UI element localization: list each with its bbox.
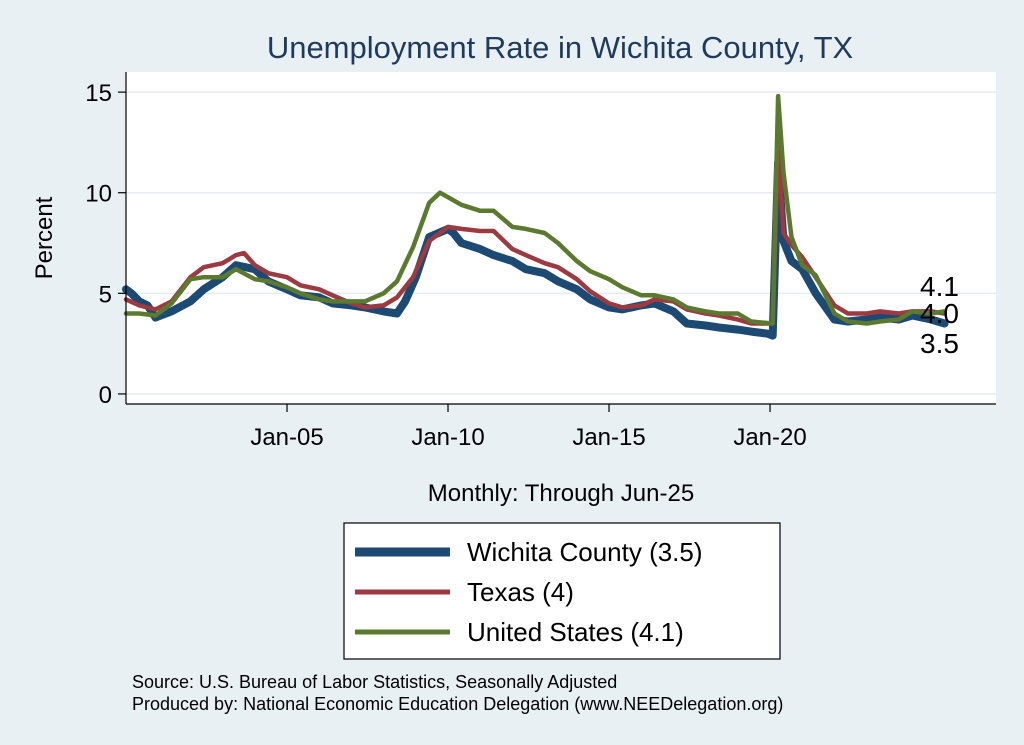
legend-label: United States (4.1) <box>467 617 684 647</box>
y-axis-title: Percent <box>31 196 58 279</box>
x-axis-title: Monthly: Through Jun-25 <box>428 480 694 507</box>
chart-title: Unemployment Rate in Wichita County, TX <box>267 30 854 65</box>
producer-note: Produced by: National Economic Education… <box>132 694 783 714</box>
x-axis-ticks: Jan-05 Jan-10 Jan-15 Jan-20 <box>250 404 807 451</box>
y-tick-label: 10 <box>85 181 112 208</box>
series-line <box>123 93 947 326</box>
x-tick-label: Jan-05 <box>250 424 323 451</box>
y-tick-label: 5 <box>99 281 112 308</box>
source-note: Source: U.S. Bureau of Labor Statistics,… <box>132 672 617 692</box>
plot-area <box>126 72 996 404</box>
x-tick-label: Jan-15 <box>572 424 645 451</box>
x-tick-label: Jan-10 <box>411 424 484 451</box>
series-line <box>123 140 947 326</box>
series-end-label: 4.0 <box>920 298 959 329</box>
x-tick-label: Jan-20 <box>733 424 806 451</box>
legend-items: Wichita County (3.5) Texas (4) United Stat… <box>355 537 703 647</box>
series-line <box>122 158 949 340</box>
series-end-label: 3.5 <box>920 328 959 359</box>
y-tick-label: 0 <box>99 382 112 409</box>
y-axis-ticks: 0 5 10 15 <box>85 80 126 409</box>
legend-label: Texas (4) <box>467 577 574 607</box>
series-end-labels: 3.54.04.1 <box>920 271 959 359</box>
legend-label: Wichita County (3.5) <box>467 537 703 567</box>
legend: Wichita County (3.5) Texas (4) United Stat… <box>343 522 781 660</box>
y-tick-label: 15 <box>85 80 112 107</box>
series-end-label: 4.1 <box>920 271 959 302</box>
grid-lines <box>126 91 996 395</box>
series-lines <box>122 93 949 340</box>
